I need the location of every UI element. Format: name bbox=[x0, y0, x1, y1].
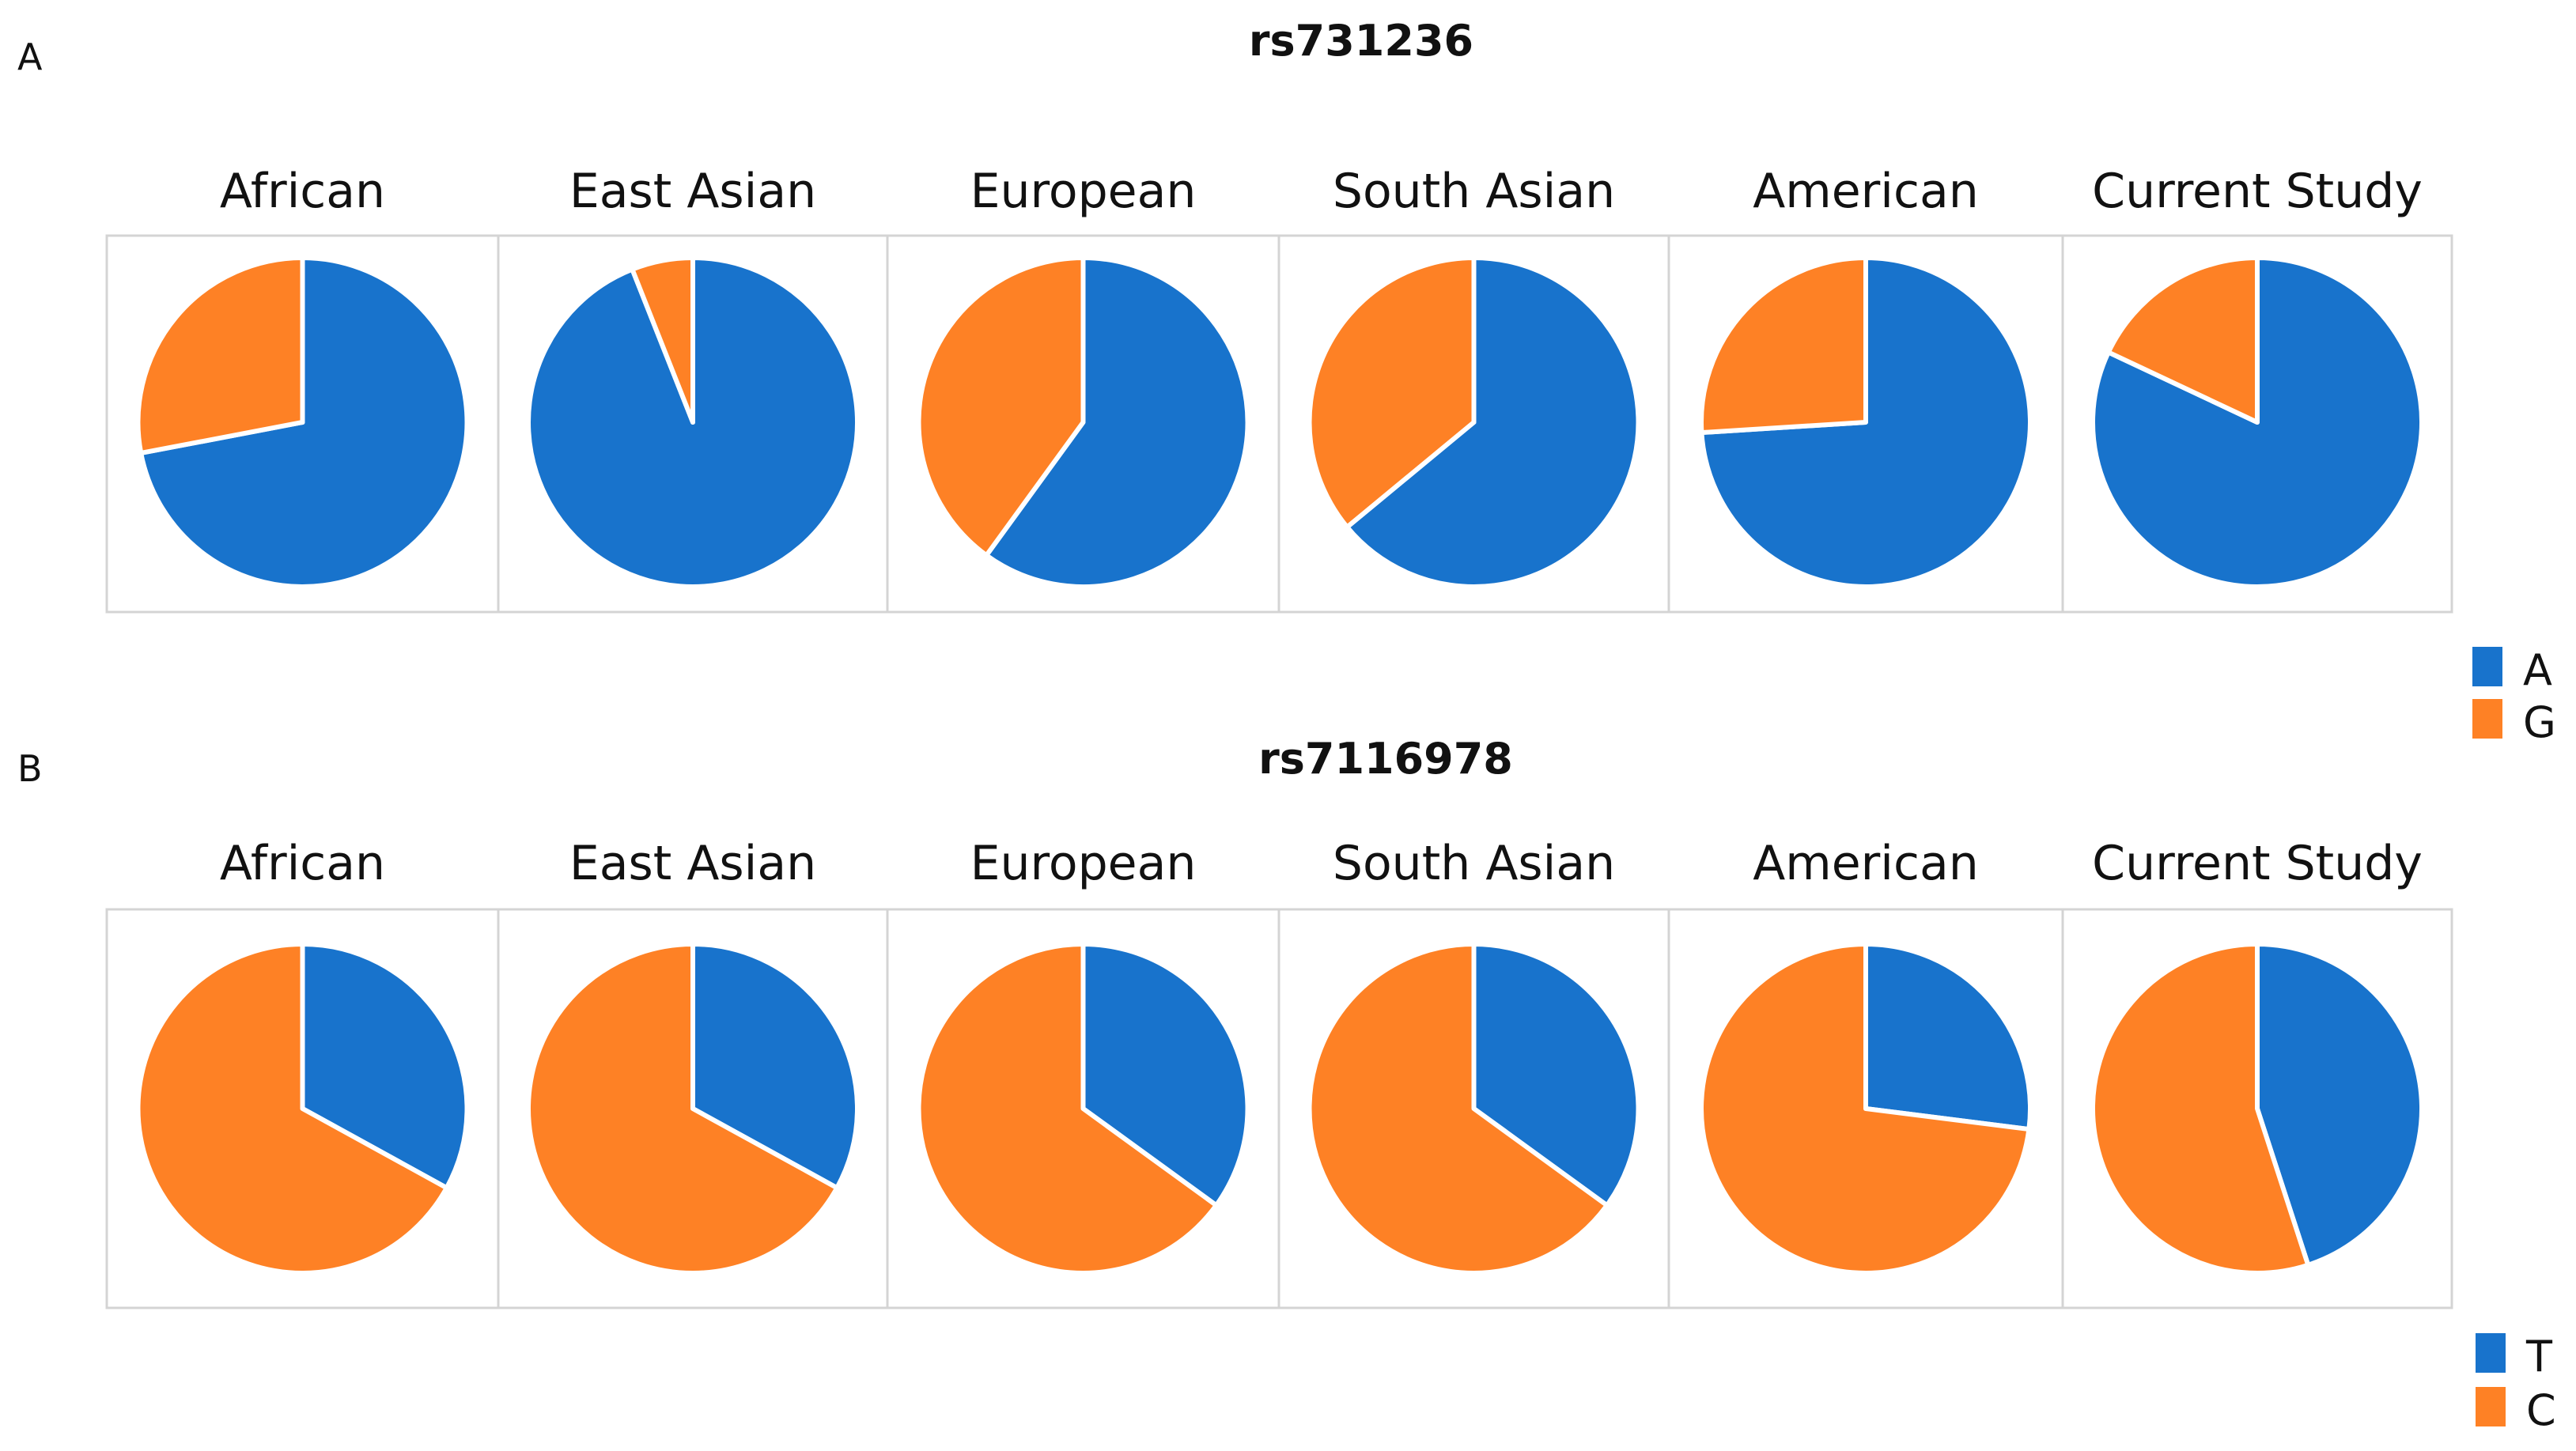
panel-a-label-south-asian: South Asian bbox=[1333, 164, 1615, 219]
panel-a-label-east-asian: East Asian bbox=[569, 164, 816, 219]
panel-b-slice-american-c bbox=[1699, 942, 2032, 1275]
panel-b-label-current-study: Current Study bbox=[2092, 836, 2423, 891]
panel-b-label-african: African bbox=[220, 836, 385, 891]
panel-b-title: rs7116978 bbox=[1258, 734, 1513, 784]
panel-b-slice-south-asian-t bbox=[1471, 942, 1641, 1208]
panel-a-slice-american-g bbox=[1699, 255, 1868, 436]
legend-label-g: G bbox=[2523, 697, 2556, 747]
panel-b-pie-american: American bbox=[1667, 836, 2064, 1309]
panel-b-legend: T C bbox=[2476, 1332, 2556, 1435]
panel-letter-b: B bbox=[17, 747, 43, 790]
panel-a-pie-european: European bbox=[886, 164, 1280, 614]
legend-swatch-t bbox=[2476, 1333, 2506, 1373]
panel-b-slice-american-t bbox=[1863, 942, 2033, 1132]
panel-a-slice-south-asian-g bbox=[1307, 255, 1477, 530]
panel-a-slice-south-asian-a bbox=[1345, 255, 1641, 589]
panel-b-label-south-asian: South Asian bbox=[1333, 836, 1615, 891]
panel-a-label-current-study: Current Study bbox=[2092, 164, 2423, 219]
panel-b-slice-current-study-t bbox=[2255, 942, 2424, 1268]
panel-a-pies: African East Asian European South Asian Amer… bbox=[105, 164, 2453, 614]
panel-b-slice-south-asian-c bbox=[1307, 942, 1610, 1275]
panel-a-pie-south-asian: South Asian bbox=[1277, 164, 1670, 614]
legend-swatch-c bbox=[2476, 1387, 2506, 1426]
panel-b-label-american: American bbox=[1753, 836, 1979, 891]
panel-b-slice-current-study-c bbox=[2090, 942, 2311, 1275]
panel-b-pie-current-study: Current Study bbox=[2061, 836, 2453, 1309]
panel-a: A rs731236 African East Asian European Sout… bbox=[17, 16, 2556, 747]
panel-b-label-east-asian: East Asian bbox=[569, 836, 816, 891]
panel-a-label-european: European bbox=[970, 164, 1197, 219]
panel-a-slice-european-g bbox=[916, 255, 1086, 558]
legend-label-c: C bbox=[2526, 1385, 2556, 1435]
panel-b-slice-european-t bbox=[1080, 942, 1250, 1208]
panel-a-legend: A G bbox=[2472, 645, 2556, 747]
panel-a-pie-african: African bbox=[105, 164, 500, 614]
panel-letter-a: A bbox=[17, 36, 43, 78]
panel-b-label-european: European bbox=[970, 836, 1197, 891]
panel-a-slice-east-asian-g bbox=[630, 255, 695, 425]
panel-a-label-american: American bbox=[1753, 164, 1979, 219]
panel-a-title: rs731236 bbox=[1249, 16, 1473, 66]
panel-a-pie-current-study: Current Study bbox=[2061, 164, 2453, 614]
legend-label-t: T bbox=[2525, 1332, 2553, 1381]
panel-a-pie-east-asian: East Asian bbox=[497, 164, 889, 614]
panel-a-pie-american: American bbox=[1667, 164, 2064, 614]
legend-swatch-a bbox=[2472, 647, 2502, 686]
panel-b-slice-african-c bbox=[135, 942, 449, 1275]
panel-b-pies: African East Asian European South Asian Amer… bbox=[105, 836, 2453, 1309]
panel-b-pie-european: European bbox=[886, 836, 1280, 1309]
panel-b-slice-east-asian-c bbox=[526, 942, 840, 1275]
panel-b-pie-east-asian: East Asian bbox=[497, 836, 889, 1309]
panel-b-pie-african: African bbox=[105, 836, 500, 1309]
panel-a-label-african: African bbox=[220, 164, 385, 219]
panel-a-slice-african-g bbox=[135, 255, 305, 455]
legend-label-a: A bbox=[2523, 645, 2552, 695]
legend-swatch-g bbox=[2472, 699, 2502, 739]
panel-a-slice-current-study-g bbox=[2105, 255, 2260, 425]
panel-b-slice-african-t bbox=[300, 942, 470, 1191]
panel-a-slice-european-a bbox=[984, 255, 1250, 589]
panel-b: B rs7116978 African East Asian European Sou… bbox=[17, 734, 2556, 1435]
panel-b-slice-european-c bbox=[916, 942, 1219, 1275]
panel-b-pie-south-asian: South Asian bbox=[1277, 836, 1670, 1309]
panel-b-slice-east-asian-t bbox=[690, 942, 860, 1191]
